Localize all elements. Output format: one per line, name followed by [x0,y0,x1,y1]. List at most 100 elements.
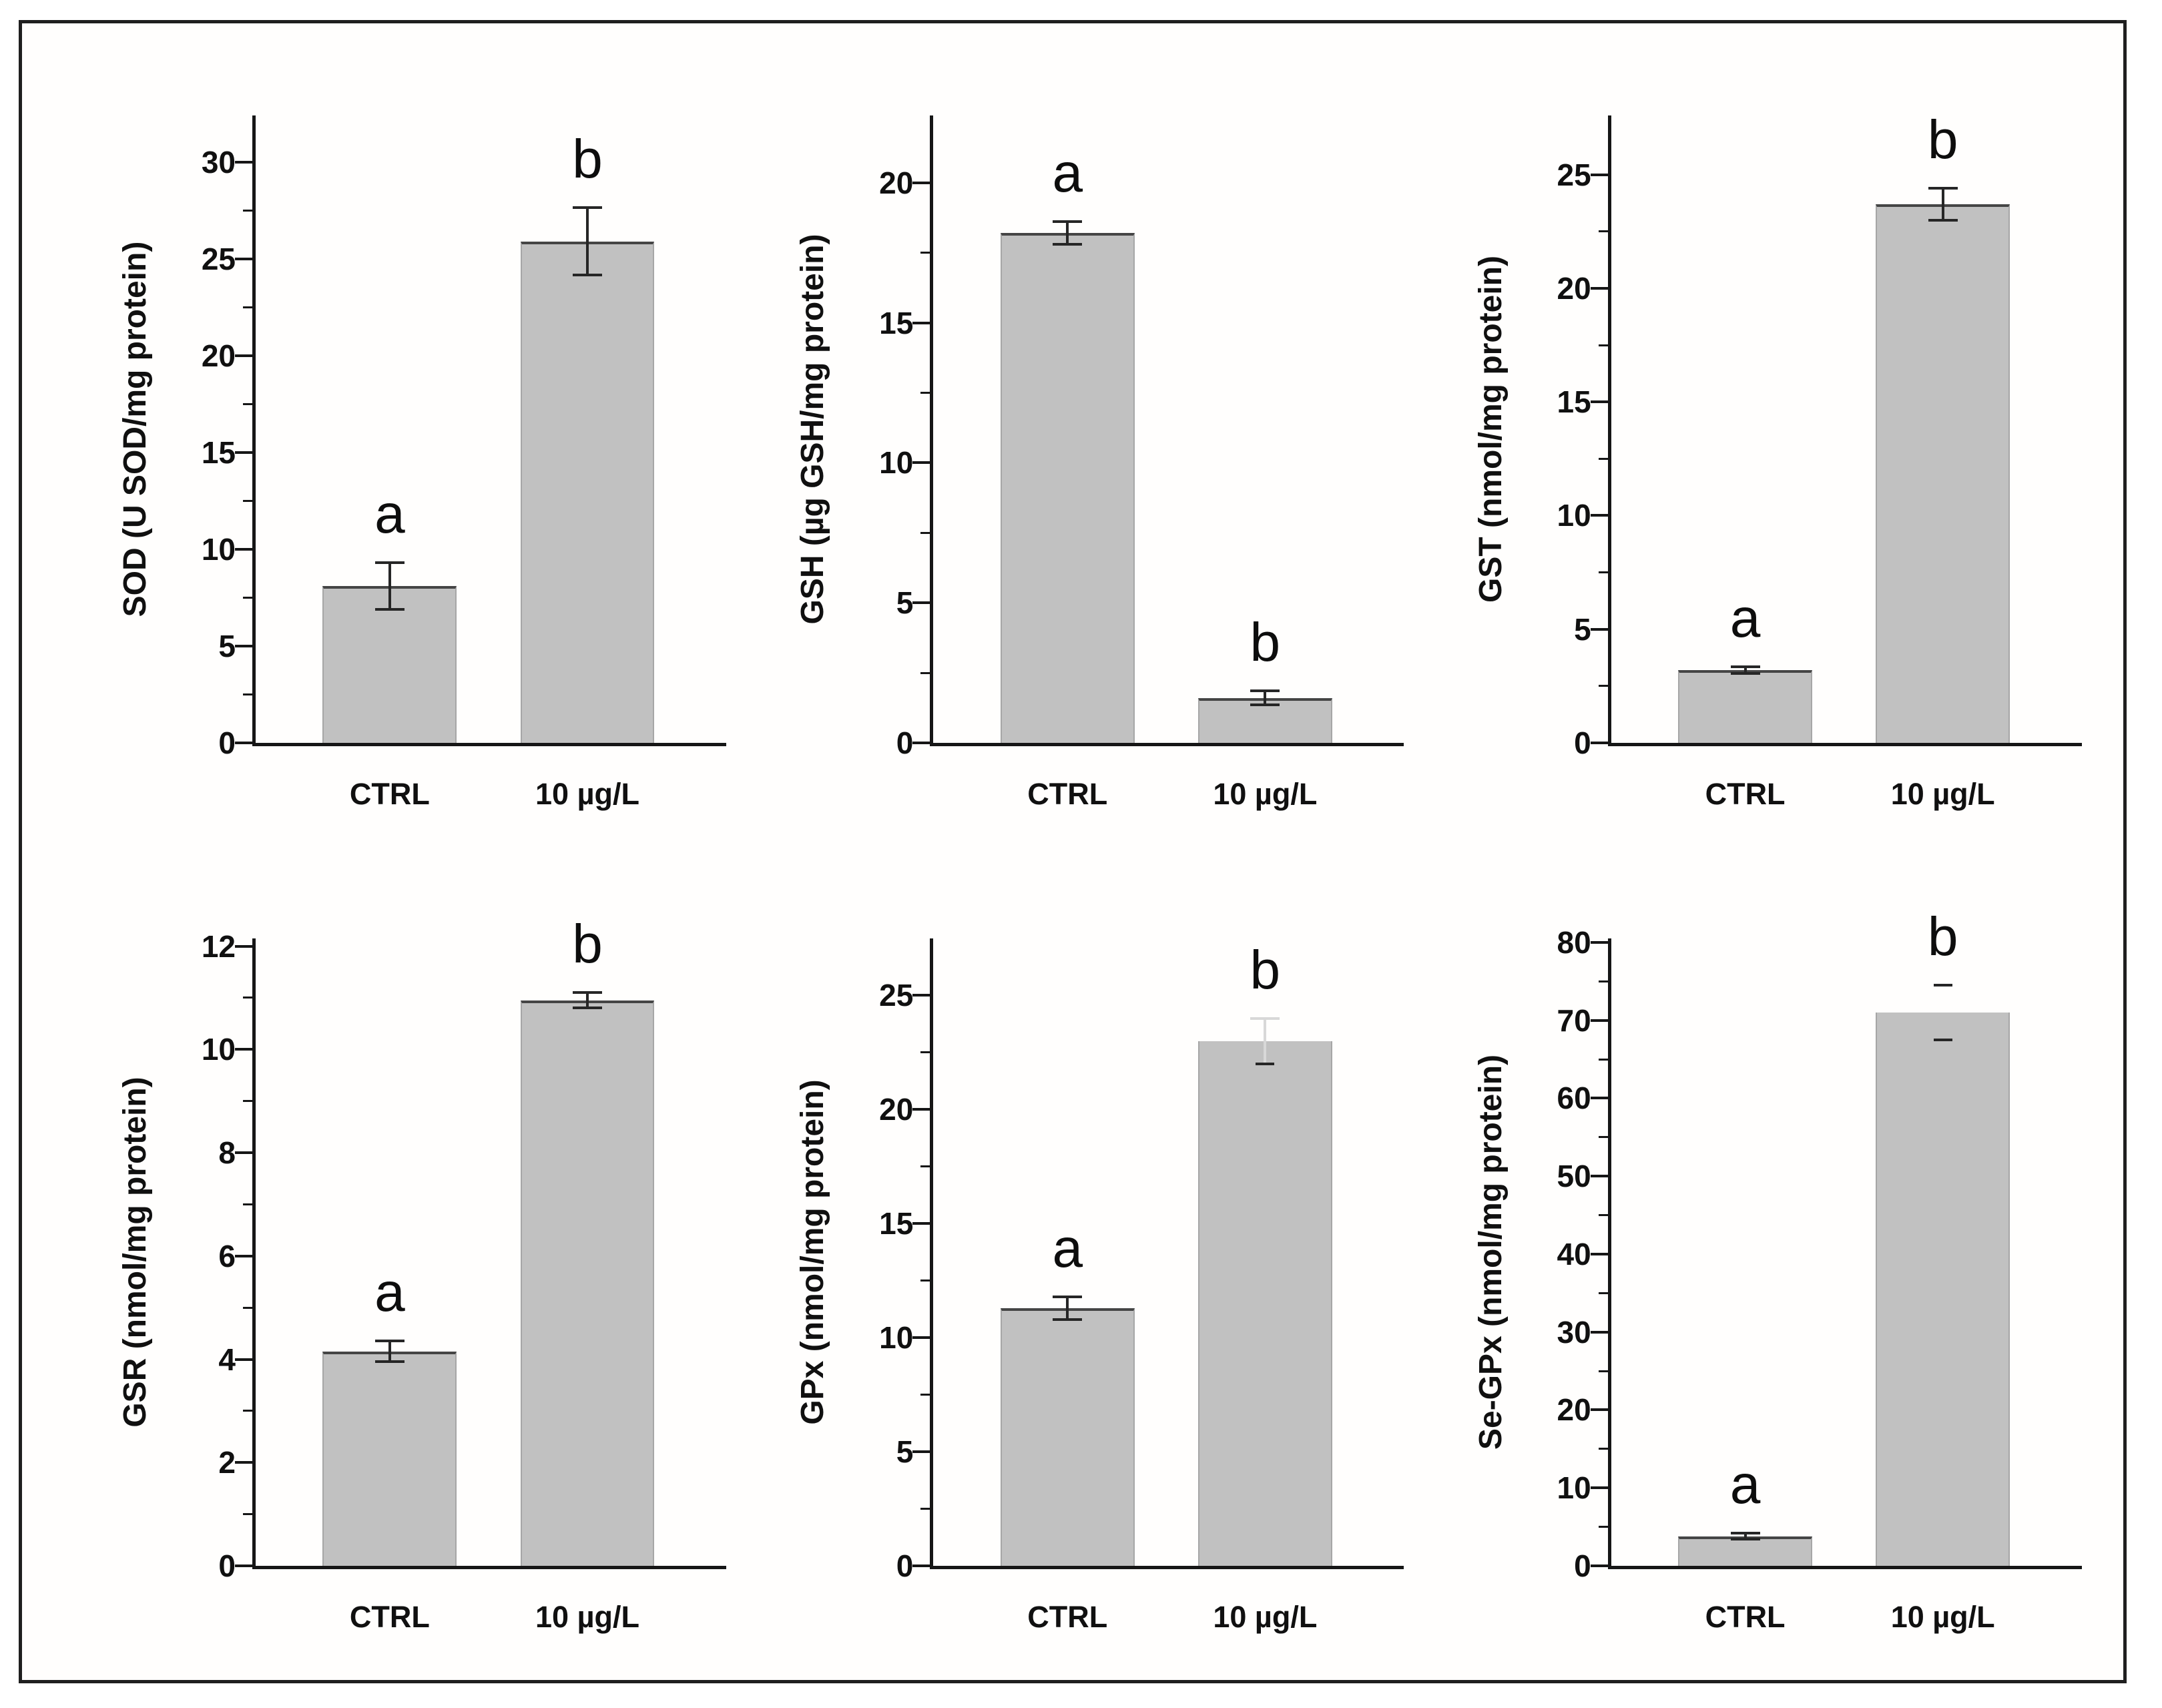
y-tick-label: 40 [1557,1236,1591,1271]
y-tick-label: 10 [201,1032,236,1067]
bar-ctrl [1000,233,1135,743]
error-bar-cap [374,1360,404,1364]
y-axis-major-tick [235,1461,252,1464]
chart-se-gpx: Se-GPx (nmol/mg protein) 0 10 20 30 40 50 60 70… [1424,890,2097,1660]
y-tick-label: 0 [1574,1548,1591,1583]
y-axis-minor-tick [1598,457,1608,460]
significance-letter: b [1927,906,1958,968]
y-axis-minor-tick [920,1051,930,1054]
y-tick-label: 20 [201,338,236,373]
significance-letter: b [1250,612,1281,673]
y-axis-major-tick [1590,1252,1608,1255]
y-axis-minor-tick [243,499,252,502]
y-axis-major-tick [1590,627,1608,631]
significance-letter: a [1052,143,1083,204]
category-label-10ugl: 10 µg/L [535,1600,639,1634]
y-axis-major-tick [1590,1408,1608,1412]
y-axis-major-tick [912,321,930,324]
y-axis-minor-tick [243,402,252,405]
y-tick-label: 2 [218,1445,236,1480]
error-bar-cap [1250,689,1280,693]
category-label-ctrl: CTRL [349,1600,430,1634]
y-tick-label: 50 [1557,1159,1591,1194]
y-axis-minor-tick [920,671,930,674]
chart-gsr: GSR (nmol/mg protein) 0 2 4 6 8 10 12 a b CTRL 10… [69,890,741,1660]
y-axis-major-tick [1590,286,1608,290]
y-axis-minor-tick [243,997,252,999]
significance-letter: b [1250,939,1281,1001]
error-bar-line [586,992,589,1009]
chart-gpx: GPx (nmol/mg protein) 0 5 10 15 20 25 a b CTRL 1… [746,890,1418,1660]
y-axis-major-tick [235,354,252,357]
significance-letter: a [374,1262,405,1324]
error-bar-line [1743,666,1747,674]
error-bar-cap [1256,1063,1275,1065]
y-tick-label: 20 [1557,270,1591,306]
plot-area: 0 5 10 15 20 a b [879,115,1404,760]
error-bar-cap [1053,1318,1083,1321]
error-bar-cap [573,274,603,277]
category-label-10ugl: 10 µg/L [1890,1600,1995,1634]
error-bar-cap [1053,1295,1083,1298]
y-axis-major-tick [235,742,252,744]
y-tick-label: 0 [218,1548,236,1583]
y-tick-label: 10 [879,1320,914,1356]
plot-area: 0 5 10 15 20 25 a b [879,938,1404,1583]
error-bar-line [388,1341,391,1362]
y-axis-minor-tick [1598,1370,1608,1372]
panel-grid: SOD (U SOD/mg protein) 0 5 10 15 20 25 30 a b CT… [22,23,2123,1680]
y-tick-label: 20 [879,1092,914,1127]
y-axis-major-tick [1590,1019,1608,1022]
category-label-10ugl: 10 µg/L [535,777,639,811]
error-bar-cap [374,607,404,611]
y-tick-label: 10 [879,445,914,481]
y-tick-label: 12 [201,928,236,964]
chart-gst: GST (nmol/mg protein) 0 5 10 15 20 25 a b CTRL 1… [1424,67,2097,837]
y-axis-major-tick [235,944,252,948]
y-tick-label: 0 [218,726,236,760]
y-axis-major-tick [912,1450,930,1454]
error-bar-line [1743,1532,1747,1540]
y-axis-minor-tick [1598,1292,1608,1294]
bar-ctrl [1678,670,1813,743]
error-bar-cap [573,991,603,994]
y-axis-major-tick [235,257,252,260]
y-axis-label: GSH (µg GSH/mg protein) [795,234,831,625]
y-axis-major-tick [912,742,930,744]
bar-10ugl [520,1000,655,1566]
y-axis-major-tick [912,601,930,605]
y-axis-minor-tick [243,693,252,695]
y-tick-label: 30 [1557,1314,1591,1350]
error-bar-line-faint [1264,1018,1267,1064]
y-tick-label: 0 [896,1548,914,1583]
y-tick-label: 70 [1557,1003,1591,1038]
y-axis-minor-tick [243,1410,252,1412]
y-axis-label: GST (nmol/mg protein) [1472,256,1509,603]
y-axis-major-tick [235,1358,252,1361]
bar-10ugl [1197,1041,1332,1566]
y-axis-major-tick [1590,1175,1608,1178]
category-label-10ugl: 10 µg/L [1213,777,1318,811]
error-bar-cap [374,561,404,565]
error-bar-cap [1730,1531,1760,1534]
plot-area: 0 10 20 30 40 50 60 70 80 a b [1557,906,2082,1583]
y-tick-label: 10 [1557,1470,1591,1506]
y-axis-minor-tick [920,1394,930,1396]
category-label-ctrl: CTRL [1027,1600,1108,1634]
category-label-10ugl: 10 µg/L [1890,777,1995,811]
y-axis-minor-tick [1598,1448,1608,1450]
y-axis-minor-tick [920,1279,930,1282]
y-axis-minor-tick [920,1508,930,1510]
error-bar-line [1941,188,1944,220]
y-tick-label: 80 [1557,924,1591,960]
y-axis-major-tick [235,451,252,454]
y-tick-label: 25 [201,241,236,276]
y-axis-major-tick [235,1564,252,1567]
y-axis-minor-tick [243,1306,252,1309]
y-axis-minor-tick [1598,571,1608,574]
error-bar-line [586,207,589,276]
y-axis-minor-tick [1598,1058,1608,1061]
y-axis-major-tick [1590,514,1608,517]
chart-sod: SOD (U SOD/mg protein) 0 5 10 15 20 25 30 a b CT… [69,67,741,837]
y-axis-major-tick [912,994,930,997]
